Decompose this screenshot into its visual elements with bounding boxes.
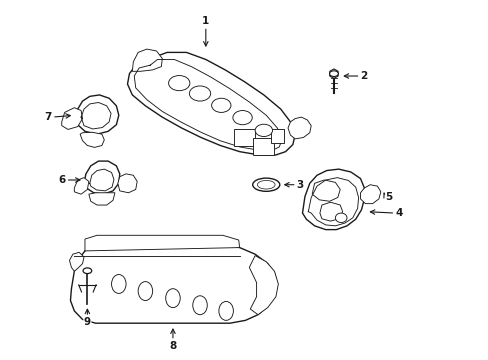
Text: 4: 4: [394, 208, 402, 218]
Ellipse shape: [329, 71, 338, 77]
Text: 8: 8: [169, 341, 176, 351]
Ellipse shape: [111, 275, 126, 293]
Ellipse shape: [211, 98, 230, 112]
Polygon shape: [74, 95, 119, 134]
Text: 9: 9: [83, 317, 91, 327]
Ellipse shape: [257, 180, 274, 189]
Polygon shape: [61, 108, 82, 130]
Polygon shape: [253, 138, 274, 156]
Text: 3: 3: [296, 180, 304, 190]
Ellipse shape: [138, 282, 152, 301]
Ellipse shape: [255, 124, 272, 136]
Ellipse shape: [232, 111, 252, 125]
Polygon shape: [249, 256, 278, 315]
Polygon shape: [74, 177, 89, 194]
Polygon shape: [302, 169, 364, 230]
Polygon shape: [233, 129, 255, 146]
Ellipse shape: [83, 268, 92, 274]
Polygon shape: [85, 235, 239, 251]
Text: 2: 2: [360, 71, 367, 81]
Polygon shape: [329, 69, 337, 78]
Polygon shape: [70, 244, 277, 323]
Ellipse shape: [335, 213, 346, 222]
Ellipse shape: [192, 296, 207, 315]
Polygon shape: [287, 117, 310, 139]
Ellipse shape: [168, 76, 189, 91]
Polygon shape: [360, 185, 380, 204]
Ellipse shape: [252, 178, 279, 192]
Text: 6: 6: [58, 175, 65, 185]
Polygon shape: [84, 161, 120, 194]
Polygon shape: [69, 252, 84, 271]
Polygon shape: [319, 202, 342, 221]
Ellipse shape: [189, 86, 210, 101]
Polygon shape: [132, 49, 162, 71]
Text: 5: 5: [385, 192, 392, 202]
Polygon shape: [127, 53, 295, 155]
Polygon shape: [118, 174, 137, 193]
Ellipse shape: [165, 289, 180, 307]
Ellipse shape: [219, 301, 233, 320]
Polygon shape: [80, 132, 104, 147]
Polygon shape: [89, 193, 115, 205]
Text: 7: 7: [44, 112, 52, 122]
Polygon shape: [311, 180, 340, 201]
Text: 1: 1: [202, 17, 209, 26]
Polygon shape: [270, 130, 284, 143]
